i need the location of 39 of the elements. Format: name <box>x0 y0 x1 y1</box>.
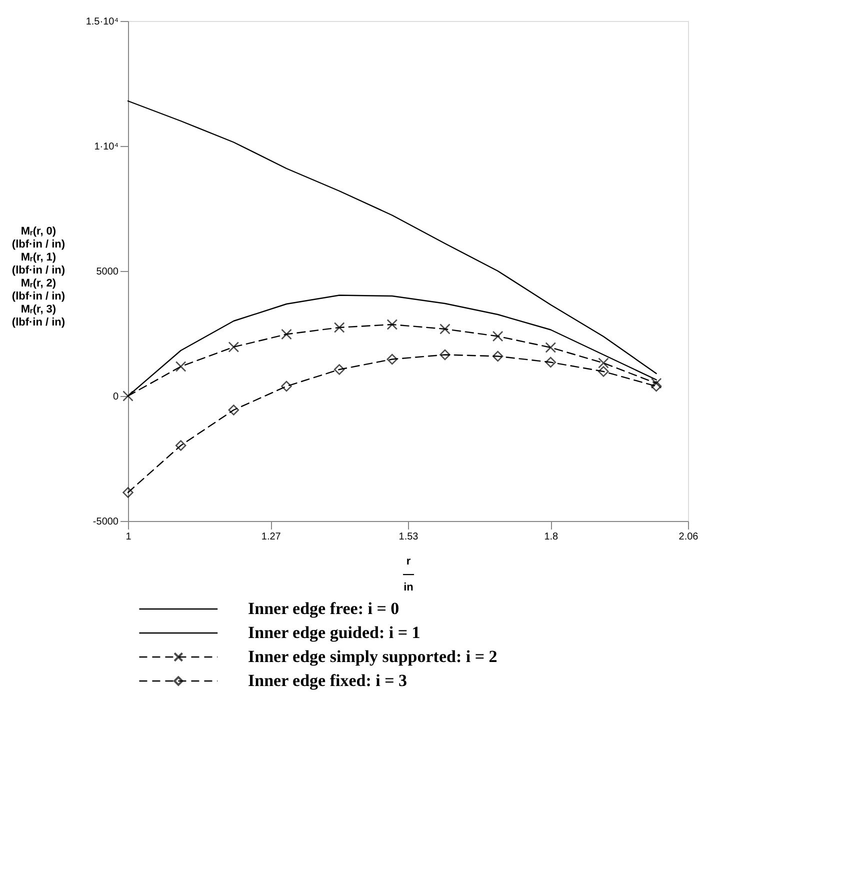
y-tick-label: -5000 <box>92 516 119 528</box>
point <box>598 358 609 368</box>
legend-label: Inner edge simply supported: i = 2 <box>248 647 498 666</box>
point <box>281 380 292 392</box>
point <box>175 361 186 372</box>
y-tick-label: 1·10⁴ <box>94 142 118 152</box>
point <box>334 322 345 333</box>
x-tick-label: 1.53 <box>398 532 419 542</box>
point <box>545 342 556 353</box>
x-tick-label: 1 <box>126 532 132 542</box>
x-axis-title: r ― in <box>403 556 414 594</box>
point <box>386 354 398 365</box>
point <box>122 390 134 402</box>
y-tick-label: 5000 <box>96 266 119 278</box>
point <box>228 342 240 352</box>
point <box>440 324 450 334</box>
point <box>175 440 186 451</box>
point <box>492 330 504 342</box>
point <box>650 380 662 392</box>
point <box>650 378 662 389</box>
point <box>492 350 504 362</box>
y-axis-title: Mᵣ(r, 0) (lbf·in / in) Mᵣ(r, 1) (lbf·in / in) Mᵣ(r, 2) (lbf·in / in) Mᵣ(r, 3) (lbf·in / in) <box>12 226 66 328</box>
y-tick-label: 1.5·10⁴ <box>86 16 118 28</box>
point <box>334 364 345 375</box>
point <box>122 487 134 498</box>
legend-label: Inner edge fixed: i = 3 <box>248 671 408 690</box>
y-tick-label: 0 <box>112 392 119 402</box>
x-tick-label: 2.06 <box>678 532 699 542</box>
point <box>545 356 556 368</box>
point <box>228 404 240 416</box>
point <box>281 328 292 340</box>
legend-label: Inner edge free: i = 0 <box>248 599 400 618</box>
point <box>386 319 398 330</box>
point <box>598 366 609 377</box>
x-tick-label: 1.8 <box>544 532 559 542</box>
line-series <box>127 100 657 374</box>
legend-label: Inner edge guided: i = 1 <box>248 623 420 642</box>
x-tick-label: 1.27 <box>261 532 282 542</box>
point <box>440 349 450 360</box>
